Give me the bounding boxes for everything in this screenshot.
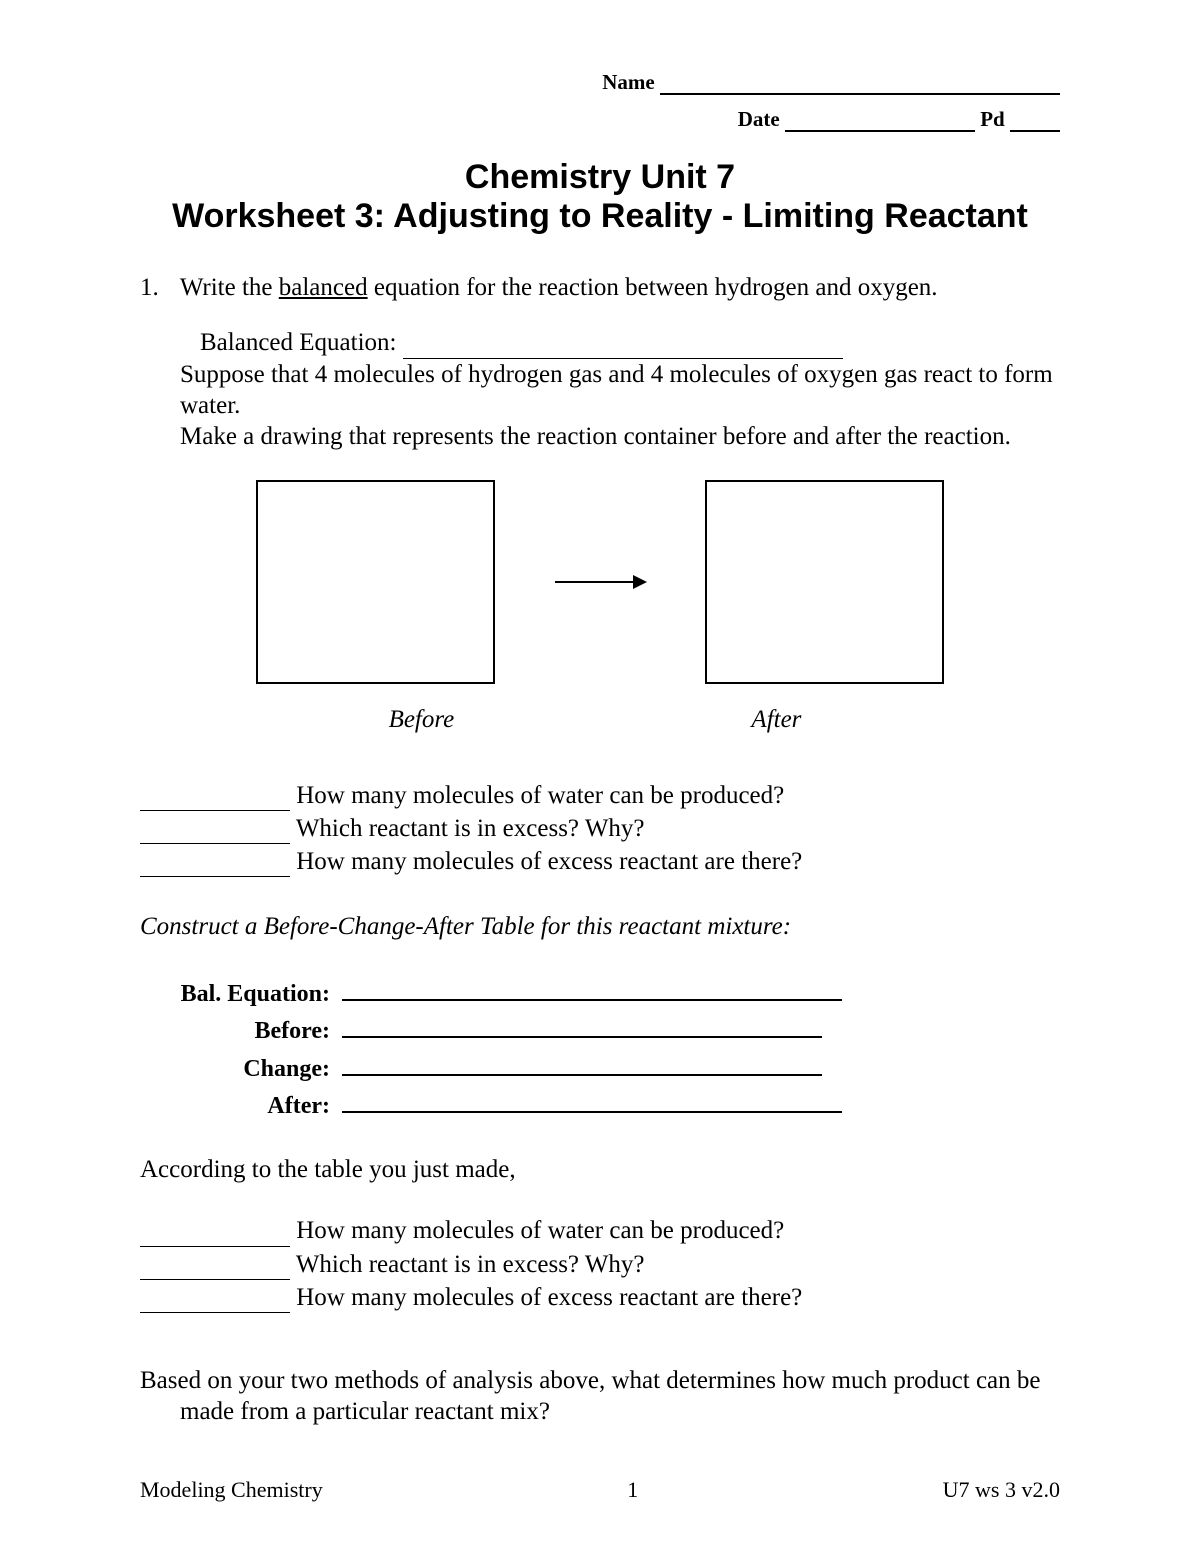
qa-blank-2[interactable]: [140, 818, 290, 844]
questions-set-a: How many molecules of water can be produ…: [140, 780, 1060, 878]
qb-blank-1[interactable]: [140, 1221, 290, 1247]
bca-blank-equation[interactable]: [342, 973, 842, 1001]
reaction-arrow-icon: [555, 581, 645, 583]
date-pd-row: Date Pd: [560, 107, 1060, 132]
footer-right: U7 ws 3 v2.0: [943, 1477, 1060, 1503]
q1-prompt-underlined: balanced: [279, 274, 368, 301]
qa-text-3: How many molecules of excess reactant ar…: [296, 848, 802, 875]
bca-row-change: Change:: [140, 1047, 1060, 1082]
balanced-eq-label: Balanced Equation:: [200, 329, 396, 356]
before-label: Before: [389, 704, 455, 735]
based-on-block: Based on your two methods of analysis ab…: [140, 1365, 1060, 1428]
qb-blank-2[interactable]: [140, 1254, 290, 1280]
pd-blank[interactable]: [1010, 109, 1060, 132]
construct-prompt: Construct a Before-Change-After Table fo…: [140, 911, 1060, 942]
bca-blank-before[interactable]: [342, 1010, 822, 1038]
qb-text-1: How many molecules of water can be produ…: [296, 1217, 784, 1244]
before-box[interactable]: [256, 480, 495, 684]
bca-label-equation: Bal. Equation:: [140, 981, 342, 1008]
name-row: Name: [560, 70, 1060, 95]
q1-prompt-pre: Write the: [180, 274, 279, 301]
bca-label-change: Change:: [140, 1056, 342, 1083]
qa-blank-1[interactable]: [140, 785, 290, 811]
after-label: After: [751, 704, 801, 735]
q1-suppose: Suppose that 4 molecules of hydrogen gas…: [180, 359, 1060, 453]
based-on-text: Based on your two methods of analysis ab…: [180, 1365, 1060, 1428]
date-label: Date: [738, 107, 780, 131]
q1-prompt-post: equation for the reaction between hydrog…: [368, 274, 938, 301]
balanced-eq-blank[interactable]: [403, 333, 843, 359]
pd-label: Pd: [980, 107, 1005, 131]
qa-blank-3[interactable]: [140, 851, 290, 877]
title-block: Chemistry Unit 7 Worksheet 3: Adjusting …: [140, 158, 1060, 236]
make-drawing-text: Make a drawing that represents the react…: [180, 421, 1060, 452]
q1-details: Balanced Equation:: [200, 327, 1060, 358]
footer-left: Modeling Chemistry: [140, 1477, 323, 1503]
qb-text-2: Which reactant is in excess? Why?: [296, 1251, 645, 1278]
worksheet-page: Name Date Pd Chemistry Unit 7 Worksheet …: [0, 0, 1200, 1549]
bca-blank-after[interactable]: [342, 1085, 842, 1113]
box-labels-row: Before After: [140, 704, 1060, 735]
footer-center: 1: [627, 1477, 638, 1503]
according-text: According to the table you just made,: [140, 1154, 1060, 1185]
questions-set-b: How many molecules of water can be produ…: [140, 1215, 1060, 1313]
page-footer: Modeling Chemistry 1 U7 ws 3 v2.0: [140, 1477, 1060, 1503]
after-box[interactable]: [705, 480, 944, 684]
header-block: Name Date Pd: [560, 70, 1060, 132]
q1-number: 1.: [140, 272, 174, 303]
bca-blank-change[interactable]: [342, 1047, 822, 1075]
qa-text-1: How many molecules of water can be produ…: [296, 782, 784, 809]
bca-row-before: Before:: [140, 1010, 1060, 1045]
question-1: 1. Write the balanced equation for the r…: [140, 272, 1060, 303]
suppose-text: Suppose that 4 molecules of hydrogen gas…: [180, 359, 1060, 422]
title-line-1: Chemistry Unit 7: [140, 158, 1060, 197]
before-after-boxes: [140, 480, 1060, 684]
bca-label-after: After:: [140, 1093, 342, 1120]
qa-text-2: Which reactant is in excess? Why?: [296, 815, 645, 842]
bca-row-equation: Bal. Equation:: [140, 973, 1060, 1008]
date-blank[interactable]: [785, 109, 975, 132]
qb-blank-3[interactable]: [140, 1287, 290, 1313]
bca-label-before: Before:: [140, 1018, 342, 1045]
bca-row-after: After:: [140, 1085, 1060, 1120]
name-label: Name: [602, 70, 654, 94]
name-blank[interactable]: [660, 72, 1060, 95]
title-line-2: Worksheet 3: Adjusting to Reality - Limi…: [140, 197, 1060, 236]
qb-text-3: How many molecules of excess reactant ar…: [296, 1284, 802, 1311]
bca-table: Bal. Equation: Before: Change: After:: [140, 973, 1060, 1121]
